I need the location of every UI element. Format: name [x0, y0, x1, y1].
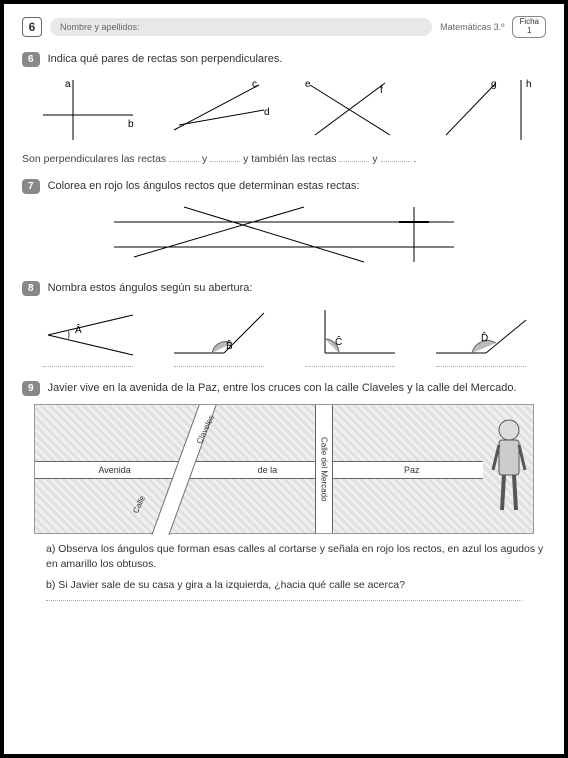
- angle-c: Ĉ: [295, 305, 405, 360]
- name-field[interactable]: Nombre y apellidos:: [50, 18, 432, 36]
- name-label: Nombre y apellidos:: [60, 22, 140, 32]
- answer-line: [46, 600, 522, 601]
- worksheet-header: 6 Nombre y apellidos: Matemáticas 3.º Fi…: [22, 16, 546, 38]
- exercise-text: Indica qué pares de rectas son perpendic…: [48, 52, 283, 67]
- pair-cd: c d: [164, 75, 274, 145]
- calle-mercado: Calle del Mercado: [315, 405, 333, 533]
- pair-gh: g h: [426, 75, 536, 145]
- svg-text:b: b: [128, 119, 134, 130]
- svg-text:D̂: D̂: [481, 330, 488, 344]
- angle-a: Â: [33, 305, 143, 360]
- exercise-text: Javier vive en la avenida de la Paz, ent…: [48, 381, 517, 396]
- pair-ab: a b: [33, 75, 143, 145]
- answer-sentence: Son perpendiculares las rectas y y tambi…: [22, 153, 546, 165]
- angle-types: Â B̂ Ĉ D̂: [22, 305, 546, 360]
- lines-figure: a b c d e f g h: [22, 75, 546, 145]
- svg-text:a: a: [65, 79, 71, 90]
- angle-d: D̂: [426, 305, 536, 360]
- exercise-7: 7 Colorea en rojo los ángulos rectos que…: [22, 179, 546, 267]
- svg-text:Ĉ: Ĉ: [335, 335, 342, 348]
- svg-text:c: c: [252, 79, 257, 90]
- avenida-paz: Avenida de la Paz: [35, 461, 483, 479]
- exercise-6: 6 Indica qué pares de rectas son perpend…: [22, 52, 546, 165]
- ficha-badge: Ficha 1: [512, 16, 546, 38]
- svg-text:d: d: [264, 107, 270, 118]
- exercise-text: Colorea en rojo los ángulos rectos que d…: [48, 179, 360, 194]
- svg-text:e: e: [305, 79, 311, 90]
- svg-text:B̂: B̂: [226, 338, 233, 352]
- exercise-badge: 7: [22, 179, 40, 194]
- exercise-badge: 8: [22, 281, 40, 296]
- ficha-number: 1: [519, 27, 539, 36]
- svg-text:f: f: [380, 85, 383, 96]
- page-number: 6: [22, 17, 42, 37]
- svg-text:Â: Â: [75, 323, 82, 336]
- svg-text:h: h: [526, 79, 532, 90]
- svg-text:g: g: [491, 79, 497, 90]
- sub-item-b: b) Si Javier sale de su casa y gira a la…: [46, 578, 546, 593]
- angles-figure: [22, 202, 546, 267]
- answer-blanks: [22, 366, 546, 367]
- calle-label: Calle: [131, 494, 147, 514]
- exercise-8: 8 Nombra estos ángulos según su abertura…: [22, 281, 546, 366]
- exercise-text: Nombra estos ángulos según su abertura:: [48, 281, 253, 296]
- map-illustration: Avenida de la Paz Calle del Mercado Clav…: [34, 404, 534, 534]
- subject-label: Matemáticas 3.º: [440, 22, 504, 32]
- intersecting-lines: [104, 202, 464, 267]
- exercise-badge: 9: [22, 381, 40, 396]
- angle-b: B̂: [164, 305, 274, 360]
- exercise-9: 9 Javier vive en la avenida de la Paz, e…: [22, 381, 546, 601]
- boy-illustration: [489, 415, 529, 515]
- pair-ef: e f: [295, 75, 405, 145]
- sub-item-a: a) Observa los ángulos que forman esas c…: [46, 542, 546, 571]
- exercise-badge: 6: [22, 52, 40, 67]
